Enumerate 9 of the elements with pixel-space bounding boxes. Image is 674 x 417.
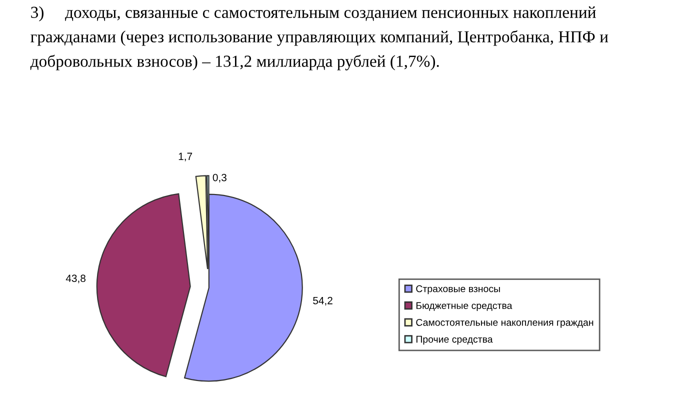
- data-label: 1,7: [178, 152, 192, 162]
- legend-label: Прочие средства: [416, 336, 493, 345]
- legend-label: Бюджетные средства: [416, 302, 512, 311]
- legend-label: Страховые взносы: [416, 285, 500, 294]
- data-label: 54,2: [313, 296, 332, 306]
- data-label: 0,3: [212, 174, 226, 182]
- text: 3) доходы, связанные с самостоятельным созданием пенсионных накоплений гражданами (через использование управляющих компаний, Центробанка, НПФ и добровольных взносов) – 131,2 миллиарда рублей (1,7%).: [30, 6, 608, 70]
- legend-label: Самостоятельные накопления граждан: [416, 318, 594, 328]
- data-label: 43,8: [66, 274, 86, 284]
